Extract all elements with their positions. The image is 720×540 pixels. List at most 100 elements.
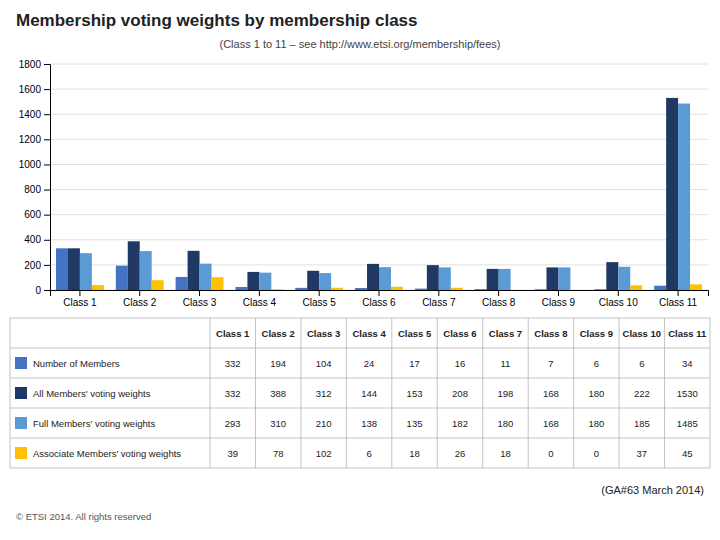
bar: [499, 269, 511, 290]
table-value: 208: [452, 388, 468, 399]
legend-swatch: [15, 447, 27, 459]
table-header: Class 7: [489, 328, 522, 339]
bar: [511, 290, 523, 291]
bar: [618, 267, 630, 290]
table-value: 194: [270, 358, 286, 369]
tick-mark: [44, 240, 50, 241]
table-value: 102: [316, 448, 332, 459]
bar: [295, 288, 307, 290]
bar: [176, 277, 188, 290]
table-value: 0: [594, 448, 599, 459]
table-value: 1530: [677, 388, 698, 399]
grid-line: [50, 89, 708, 90]
table-value: 312: [316, 388, 332, 399]
table-value: 18: [500, 448, 511, 459]
bar: [80, 253, 92, 290]
x-tick: Class 8: [482, 290, 516, 308]
bar: [535, 289, 547, 290]
bar: [128, 241, 140, 290]
table-value: 388: [270, 388, 286, 399]
tick-label: Class 4: [243, 297, 277, 308]
tick-mark: [259, 290, 260, 296]
bar: [68, 248, 80, 290]
table-rule: [10, 438, 710, 439]
table-value: 34: [682, 358, 693, 369]
table-value: 198: [498, 388, 514, 399]
table-header: Class 1: [216, 328, 250, 339]
table-value: 332: [225, 358, 241, 369]
bar: [666, 98, 678, 290]
table-rule: [255, 318, 256, 468]
y-tick: 0: [35, 285, 50, 296]
table-value: 37: [637, 448, 648, 459]
bar: [427, 265, 439, 290]
table-rule: [10, 318, 11, 468]
table-value: 39: [227, 448, 238, 459]
table-value: 293: [225, 418, 241, 429]
bar: [487, 269, 499, 290]
tick-label: 800: [24, 184, 41, 195]
tick-mark: [379, 290, 380, 296]
y-axis: 020040060080010001200140016001800: [19, 59, 51, 296]
bar: [654, 286, 666, 290]
bar: [606, 262, 618, 290]
table-value: 210: [316, 418, 332, 429]
grid-line: [50, 189, 708, 190]
bar: [319, 273, 331, 290]
legend-swatch: [15, 387, 27, 399]
bar: [391, 287, 403, 290]
table-header: Class 2: [262, 328, 295, 339]
x-tick: Class 9: [542, 290, 576, 308]
tick-mark: [44, 265, 50, 266]
y-tick: 400: [24, 234, 50, 245]
tick-label: Class 10: [599, 297, 638, 308]
data-table: Class 1Class 2Class 3Class 4Class 5Class…: [10, 318, 710, 468]
bar: [558, 267, 570, 290]
table-value: 310: [270, 418, 286, 429]
table-value: 0: [548, 448, 553, 459]
tick-label: Class 1: [63, 297, 97, 308]
x-tick: Class 1: [63, 290, 97, 308]
y-tick: 800: [24, 184, 50, 195]
x-tick: Class 4: [243, 290, 277, 308]
tick-label: 1800: [19, 59, 42, 70]
tick-mark: [44, 89, 50, 90]
tick-mark: [558, 290, 559, 296]
tick-mark: [44, 290, 50, 291]
bar: [331, 288, 343, 290]
x-tick: Class 6: [362, 290, 396, 308]
table-value: 135: [407, 418, 423, 429]
bar: [355, 288, 367, 290]
table-value: 144: [361, 388, 377, 399]
table-value: 11: [501, 358, 511, 369]
tick-label: Class 5: [303, 297, 337, 308]
tick-label: 1400: [19, 109, 42, 120]
title: Membership voting weights by membership …: [16, 11, 418, 30]
x-axis: Class 1Class 2Class 3Class 4Class 5Class…: [51, 290, 709, 308]
bar: [247, 272, 259, 290]
x-tick: Class 7: [422, 290, 456, 308]
table-rule: [391, 318, 392, 468]
bar-series: [92, 277, 702, 290]
table-value: 168: [543, 418, 559, 429]
bars: [56, 98, 702, 290]
tick-label: Class 7: [422, 297, 456, 308]
y-tick: 1800: [19, 59, 50, 70]
table-rule: [10, 318, 710, 319]
table-header: Class 3: [307, 328, 340, 339]
bar: [439, 267, 451, 290]
bar: [212, 277, 224, 290]
table-rule: [10, 408, 710, 409]
table-rule: [710, 318, 711, 468]
bar: [200, 264, 212, 290]
bar: [259, 273, 271, 290]
axis-line: [44, 65, 51, 291]
bar: [630, 285, 642, 290]
table-value: 180: [498, 418, 514, 429]
tick-label: 600: [24, 209, 41, 220]
table-header: Class 10: [623, 328, 662, 339]
tick-label: Class 11: [659, 297, 698, 308]
tick-label: Class 2: [123, 297, 157, 308]
tick-label: 200: [24, 260, 41, 271]
table-rule: [10, 378, 710, 379]
